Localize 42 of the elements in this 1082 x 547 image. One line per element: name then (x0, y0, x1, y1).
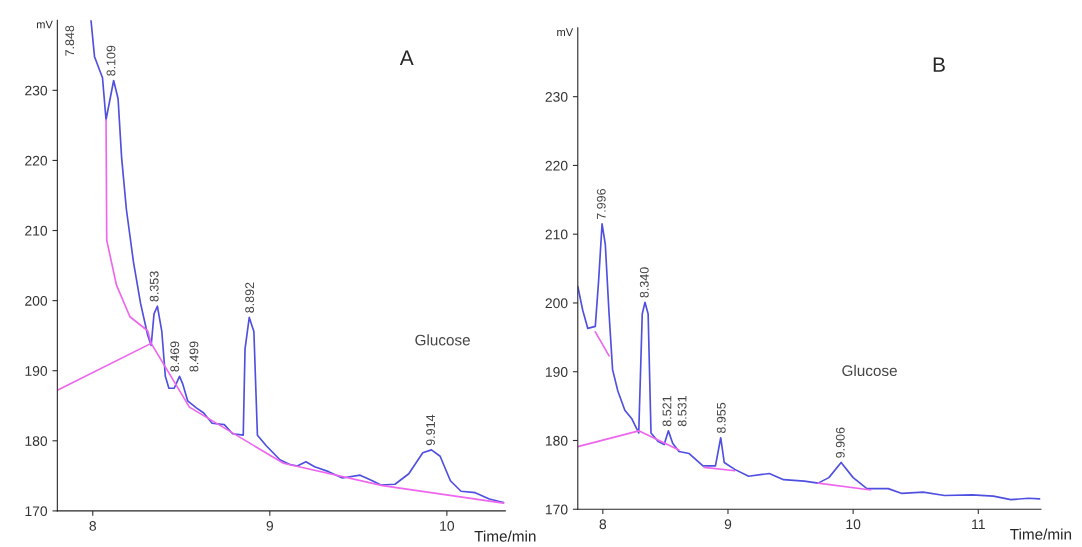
x-tick-label: 11 (972, 519, 985, 530)
annotation: 9.906 (835, 427, 845, 458)
annotation: Glucose (842, 364, 897, 377)
x-axis-title: Time/min (474, 530, 536, 542)
x-tick-label: 9 (266, 520, 274, 531)
y-tick-label: 220 (545, 160, 568, 171)
annotation: 7.848 (65, 25, 75, 56)
y-tick-label: 210 (545, 229, 568, 240)
y-tick-label: 230 (25, 85, 48, 96)
x-tick-label: 10 (846, 519, 861, 530)
annotation: 8.499 (189, 341, 199, 372)
annotation: 9.914 (426, 414, 435, 446)
y-tick-label: 180 (545, 435, 568, 446)
annotation: 8.340 (639, 267, 649, 298)
x-axis-title: Time/min (1010, 528, 1072, 540)
y-tick-label: 170 (25, 506, 48, 517)
text: A (399, 50, 414, 65)
y-tick-label: 170 (545, 504, 568, 515)
text: B (933, 57, 945, 72)
x-tick-label: 9 (724, 519, 732, 530)
y-tick-label: 190 (25, 366, 48, 376)
x-tick-label: 10 (440, 520, 455, 531)
y-tick-label: 230 (545, 92, 568, 102)
y-tick-label: 190 (545, 367, 568, 377)
y-tick-label: 200 (545, 298, 568, 309)
y-tick-label: 220 (25, 155, 48, 166)
y-axis-title: mV (36, 20, 53, 29)
annotation: Glucose (415, 334, 470, 346)
y-tick-label: 180 (25, 436, 48, 446)
annotation: 8.109 (106, 45, 116, 76)
annotation: 8.892 (245, 282, 255, 313)
annotation: 7.996 (596, 188, 606, 220)
y-axis-title: mV (557, 28, 574, 36)
annotation: 8.521 (662, 396, 672, 427)
x-tick-label: 8 (599, 519, 607, 530)
y-tick-label: 200 (25, 295, 48, 306)
annotation: 8.353 (149, 271, 159, 302)
x-tick-label: 8 (89, 520, 97, 531)
annotation: 8.531 (677, 396, 687, 427)
annotation: 8.955 (716, 402, 726, 434)
annotation: 8.469 (170, 341, 180, 372)
y-tick-label: 210 (25, 225, 48, 236)
